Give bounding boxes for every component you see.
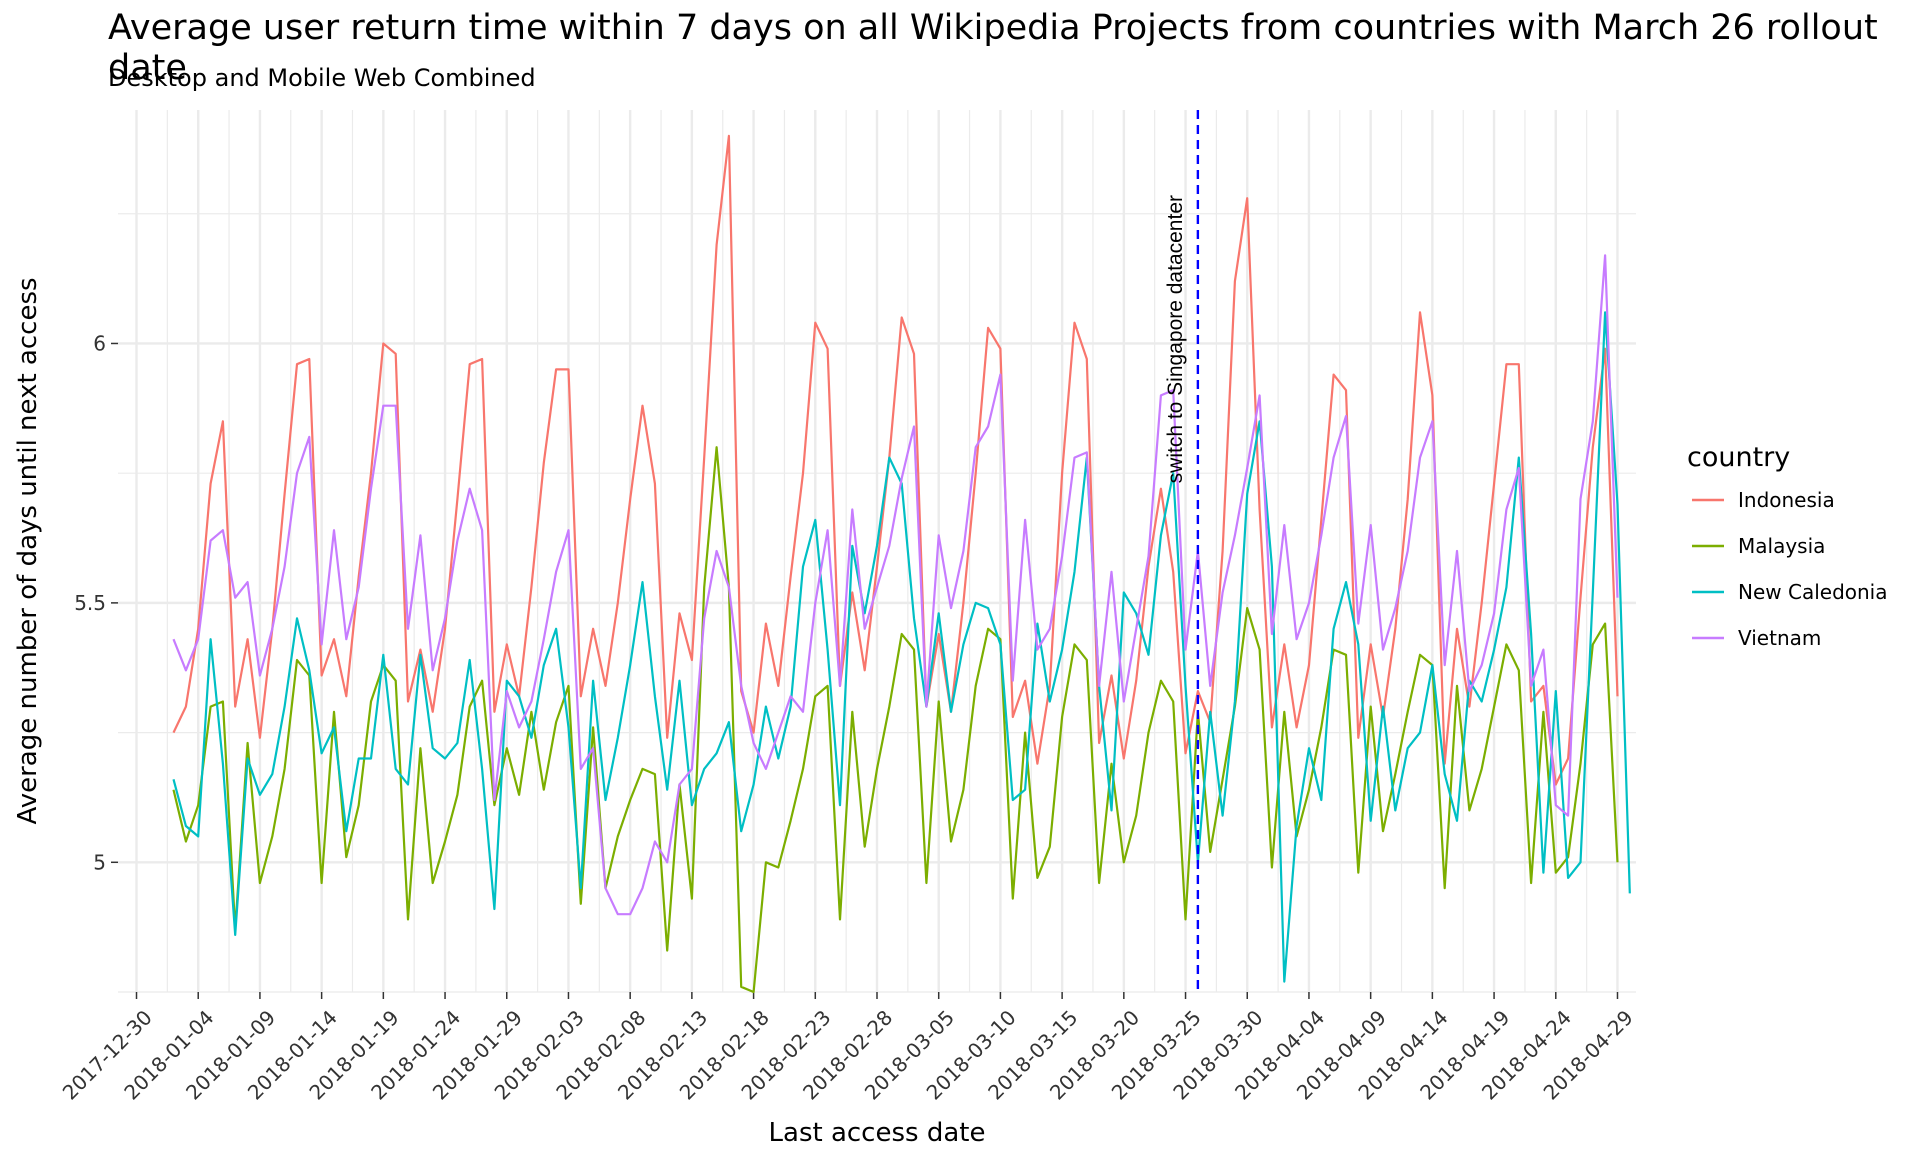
y-tick-label: 5.5 — [74, 591, 106, 615]
legend-title: country — [1687, 442, 1790, 473]
series-lines — [172, 134, 1631, 994]
chart-subtitle: Desktop and Mobile Web Combined — [108, 64, 536, 92]
legend-entry: Vietnam — [1738, 626, 1821, 650]
legend: country Indonesia Malaysia New Caledonia Vi… — [1687, 442, 1887, 650]
series-line-indonesia — [172, 134, 1619, 786]
chart-title: Average user return time within 7 days o… — [108, 8, 1878, 88]
x-axis: 2017-12-302018-01-042018-01-092018-01-14… — [58, 992, 1638, 1104]
legend-entry: New Caledonia — [1738, 580, 1887, 604]
y-tick-label: 6 — [93, 331, 106, 355]
legend-entry: Malaysia — [1738, 534, 1825, 558]
annotation: switch to Singapore datacenter — [1164, 110, 1200, 992]
y-axis-title: Average number of days until next access — [13, 277, 43, 824]
legend-entry: Indonesia — [1738, 488, 1835, 512]
y-axis: 55.56 — [74, 331, 118, 874]
annotation-label: switch to Singapore datacenter — [1164, 195, 1187, 483]
x-axis-title: Last access date — [769, 1118, 986, 1148]
y-tick-label: 5 — [93, 850, 106, 874]
series-line-vietnam — [172, 254, 1619, 916]
